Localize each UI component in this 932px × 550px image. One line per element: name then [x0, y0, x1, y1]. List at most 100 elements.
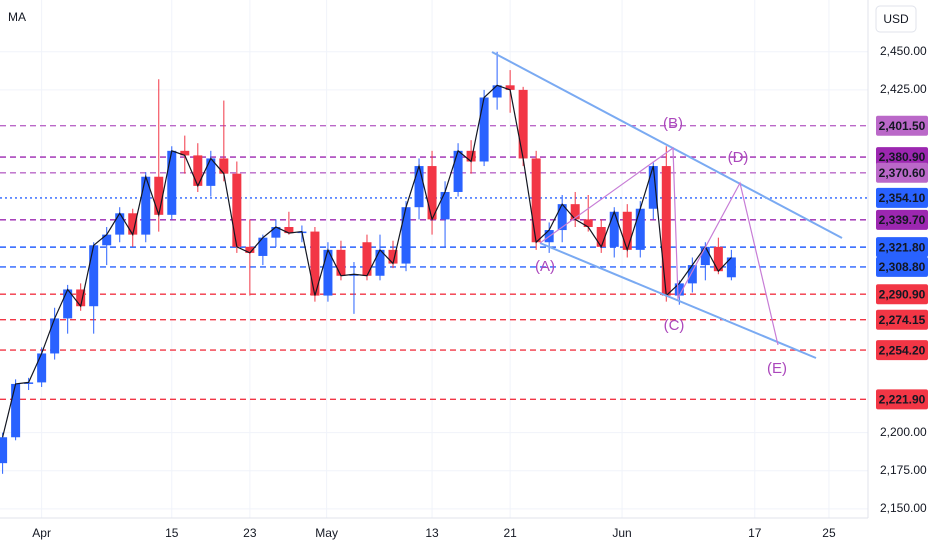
level-label: 2,401.50	[879, 119, 926, 133]
y-tick-label: 2,200.00	[880, 425, 927, 439]
y-tick-label: 2,175.00	[880, 463, 927, 477]
wave-pattern	[539, 146, 779, 346]
level-label: 2,380.90	[879, 150, 926, 164]
candle-body	[37, 353, 47, 383]
wave-label: (B)	[663, 115, 683, 132]
ma-line	[2, 84, 732, 438]
candle-body	[362, 242, 372, 276]
candle-body	[128, 213, 138, 235]
candle-body	[609, 211, 619, 247]
level-tag	[876, 162, 928, 183]
candle-body	[531, 158, 541, 243]
level-label: 2,274.15	[879, 313, 926, 327]
candle-body	[726, 257, 736, 278]
candle-body	[76, 289, 86, 307]
x-tick-label: 13	[425, 526, 439, 540]
level-label: 2,290.90	[879, 287, 926, 301]
candle-body	[713, 246, 723, 272]
level-tag	[876, 284, 928, 305]
candle-body	[375, 249, 385, 276]
axis-labels: 2,450.00 2,425.00 2,200.00 2,175.00 2,150.00…	[32, 44, 928, 540]
x-tick-label: Apr	[32, 526, 51, 540]
level-label: 2,254.20	[879, 343, 926, 357]
x-tick-label: 15	[165, 526, 179, 540]
wave-label: (A)	[535, 258, 555, 275]
level-label: 2,321.80	[879, 240, 926, 254]
level-label: 2,370.60	[879, 166, 926, 180]
trend-line-upper	[491, 51, 843, 239]
candle-body	[466, 150, 476, 162]
x-tick-label: May	[315, 526, 338, 540]
candle-body	[505, 85, 515, 90]
candle-body	[492, 85, 502, 98]
level-tag	[876, 309, 928, 330]
candle-body	[687, 265, 697, 284]
level-tag	[876, 256, 928, 277]
candle-body	[479, 97, 489, 162]
candle-body	[323, 249, 333, 296]
x-tick-label: Jun	[612, 526, 631, 540]
candle-body	[102, 234, 112, 246]
candle-body	[245, 246, 255, 253]
x-tick-label: 21	[503, 526, 517, 540]
candle-body	[24, 382, 34, 384]
candle-body	[674, 283, 684, 296]
candle-body	[648, 166, 658, 209]
candle-body	[388, 249, 398, 264]
candle-body	[622, 211, 632, 250]
level-tag	[876, 389, 928, 410]
candle-body	[167, 150, 177, 215]
candle-body	[206, 158, 216, 186]
candle-body	[414, 166, 424, 208]
candle-body	[336, 249, 346, 276]
candle-body	[583, 219, 593, 228]
level-tag	[876, 340, 928, 361]
candle-body	[440, 191, 450, 220]
candle-body	[453, 150, 463, 192]
candle-body	[89, 245, 99, 307]
candle-body	[570, 204, 580, 220]
candle-body	[635, 208, 645, 250]
currency-label[interactable]: USD	[883, 12, 909, 26]
level-label: 2,221.90	[879, 392, 926, 406]
candle-body	[115, 213, 125, 235]
candle-body	[63, 289, 73, 319]
candle-body	[258, 237, 268, 256]
candle-body	[219, 158, 229, 174]
y-tick-label: 2,450.00	[880, 44, 927, 58]
candle-body	[518, 89, 528, 159]
candle-body	[180, 150, 190, 156]
wave-label: (C)	[664, 317, 685, 334]
candle-body	[427, 166, 437, 220]
candles	[0, 51, 736, 474]
candle-body	[232, 173, 242, 247]
currency-button[interactable]	[875, 5, 917, 33]
candle-body	[661, 166, 671, 296]
candle-body	[141, 176, 151, 235]
candle-body	[154, 176, 164, 215]
trend-line-lower	[539, 242, 817, 359]
candle-body	[596, 227, 606, 247]
candle-body	[349, 274, 359, 276]
y-tick-label: 2,150.00	[880, 501, 927, 515]
candle-body	[271, 227, 281, 238]
level-label: 2,308.80	[879, 260, 926, 274]
candle-body	[193, 155, 203, 186]
candle-body	[50, 318, 60, 354]
candle-body	[284, 227, 294, 234]
wave-label: (D)	[728, 149, 749, 166]
candle-body	[557, 204, 567, 231]
x-tick-label: 23	[243, 526, 257, 540]
x-tick-label: 25	[822, 526, 836, 540]
candle-body	[700, 246, 710, 266]
candle-body	[11, 383, 21, 438]
level-label: 2,339.70	[879, 213, 926, 227]
level-tag	[876, 147, 928, 168]
indicator-label: MA	[8, 10, 26, 24]
candle-body	[0, 437, 8, 464]
level-tag	[876, 115, 928, 136]
level-tag	[876, 187, 928, 208]
candle-body	[310, 231, 320, 296]
